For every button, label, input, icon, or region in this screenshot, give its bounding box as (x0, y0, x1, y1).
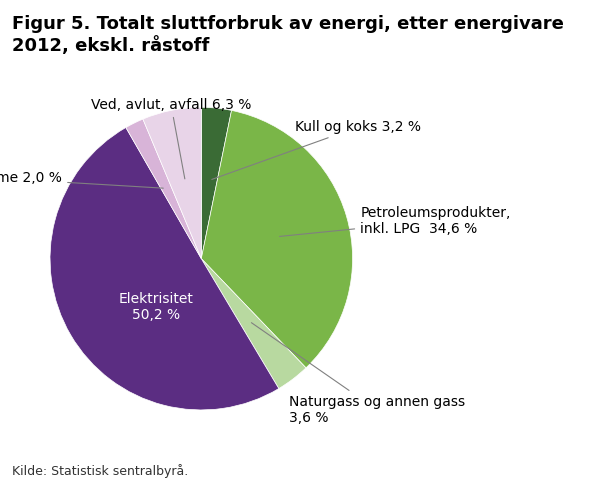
Wedge shape (201, 110, 353, 368)
Text: Fjernvarme 2,0 %: Fjernvarme 2,0 % (0, 171, 163, 188)
Wedge shape (201, 107, 232, 259)
Text: Elektrisitet
50,2 %: Elektrisitet 50,2 % (118, 292, 193, 322)
Wedge shape (143, 107, 201, 259)
Wedge shape (126, 119, 201, 259)
Text: Ved, avlut, avfall 6,3 %: Ved, avlut, avfall 6,3 % (91, 98, 251, 179)
Text: Figur 5. Totalt sluttforbruk av energi, etter energivare 2012, ekskl. råstoff: Figur 5. Totalt sluttforbruk av energi, … (12, 15, 564, 55)
Text: Naturgass og annen gass
3,6 %: Naturgass og annen gass 3,6 % (251, 323, 465, 425)
Text: Kull og koks 3,2 %: Kull og koks 3,2 % (212, 120, 421, 180)
Wedge shape (201, 259, 306, 388)
Wedge shape (50, 127, 279, 410)
Text: Kilde: Statistisk sentralbyrå.: Kilde: Statistisk sentralbyrå. (12, 464, 188, 478)
Text: Petroleumsprodukter,
inkl. LPG  34,6 %: Petroleumsprodukter, inkl. LPG 34,6 % (279, 206, 511, 236)
